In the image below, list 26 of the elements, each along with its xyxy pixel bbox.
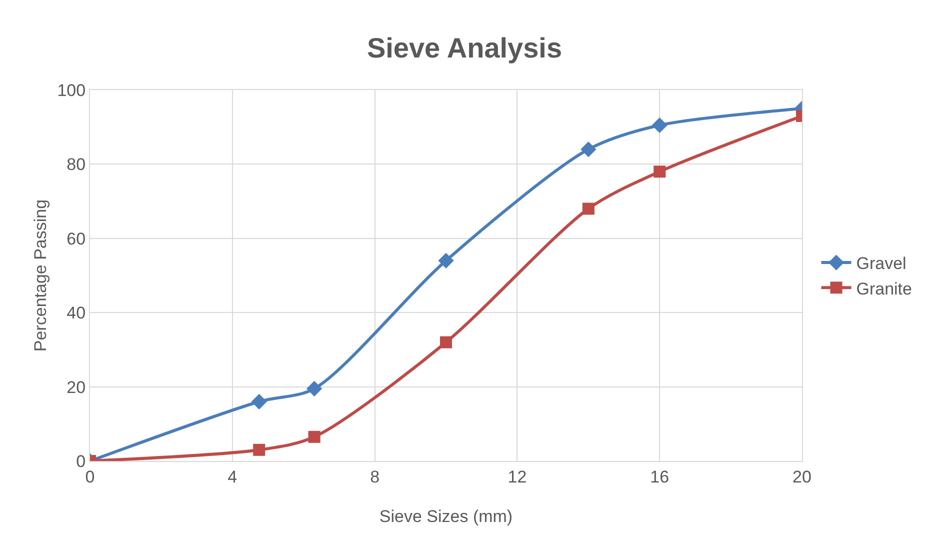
x-tick-label: 20 xyxy=(792,467,812,486)
point xyxy=(251,394,267,410)
y-axis-title: Percentage Passing xyxy=(31,199,50,352)
point xyxy=(440,336,452,348)
point xyxy=(580,142,596,158)
point xyxy=(654,166,666,178)
x-tick-label: 16 xyxy=(650,467,670,486)
legend-label: Gravel xyxy=(856,254,906,274)
point xyxy=(652,117,668,134)
point xyxy=(306,380,322,396)
point xyxy=(253,444,266,456)
y-tick-label: 60 xyxy=(66,229,86,248)
y-tick-label: 0 xyxy=(76,452,86,471)
y-tick-label: 100 xyxy=(57,80,86,100)
y-tick-label: 40 xyxy=(66,304,86,323)
x-tick-label: 12 xyxy=(508,467,527,486)
x-tick-label: 4 xyxy=(228,467,238,486)
legend-label: Granite xyxy=(856,279,912,298)
y-tick-label: 20 xyxy=(66,378,86,397)
x-tick-label: 8 xyxy=(370,467,380,486)
y-tick-label: 80 xyxy=(66,155,86,174)
point xyxy=(438,252,454,268)
point xyxy=(582,202,594,215)
chart-title: Sieve Analysis xyxy=(366,32,562,64)
x-axis-title: Sieve Sizes (mm) xyxy=(379,507,513,526)
point xyxy=(308,430,320,443)
